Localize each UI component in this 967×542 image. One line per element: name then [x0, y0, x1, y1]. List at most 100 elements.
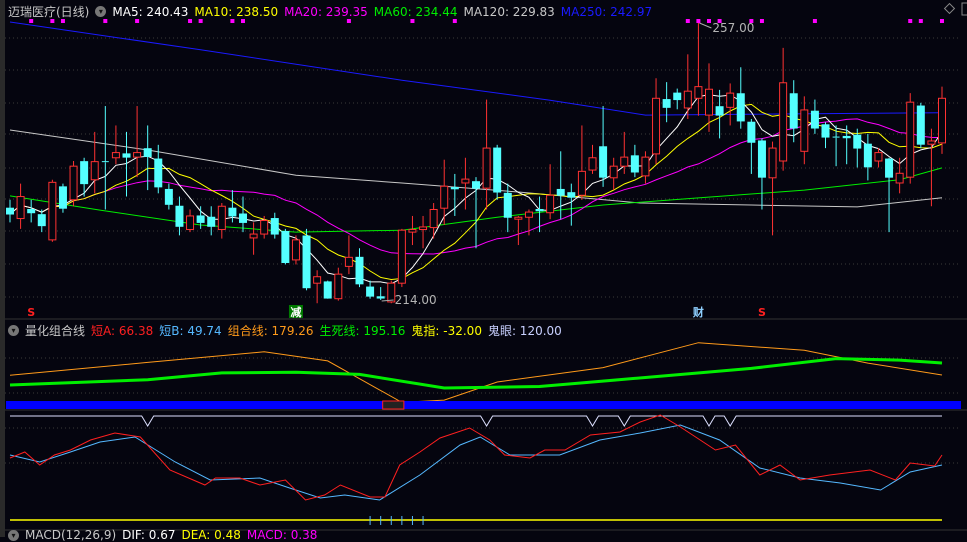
- ma60-line: [9, 167, 943, 233]
- candle-body: [789, 93, 798, 129]
- candle-body: [694, 86, 703, 99]
- candle-body: [683, 90, 692, 109]
- candle-body: [874, 152, 883, 162]
- ma20-label: MA20: 239.35: [284, 4, 368, 19]
- candle-body: [186, 215, 195, 231]
- candle: [344, 235, 353, 275]
- ma10-label: MA10: 238.50: [194, 4, 279, 19]
- candle-body: [705, 88, 713, 116]
- candle: [736, 67, 745, 129]
- candle: [768, 141, 777, 236]
- candle-body: [6, 207, 14, 215]
- candle-body: [938, 97, 946, 144]
- life-death-line: [9, 357, 943, 390]
- candle: [27, 199, 36, 223]
- candle: [524, 209, 533, 236]
- candle: [154, 144, 163, 194]
- candle-body: [863, 143, 872, 168]
- candle: [609, 157, 618, 191]
- candle-body: [577, 170, 586, 196]
- candle-body: [249, 233, 258, 239]
- candle-body: [609, 165, 618, 179]
- signal-dot: [230, 19, 235, 23]
- ma250-label: MA250: 242.97: [560, 4, 653, 19]
- candle: [493, 144, 502, 200]
- candle: [705, 63, 713, 132]
- candle: [715, 89, 724, 139]
- candle: [726, 83, 735, 126]
- signal-dot: [908, 19, 913, 23]
- candle-body: [37, 214, 46, 227]
- candle: [599, 106, 608, 187]
- main-chart-header: 迈瑞医疗(日线) ▾ MA5: 240.43 MA10: 238.50 MA20…: [8, 3, 652, 20]
- stock-title: 迈瑞医疗(日线): [8, 5, 90, 19]
- ma60-label: MA60: 234.44: [373, 4, 458, 19]
- indicator-header: ▾ 量化组合线 短A: 66.38 短B: 49.74 组合线: 179.26 …: [8, 322, 562, 339]
- dif-label: DIF: 0.67: [122, 528, 176, 542]
- candle-body: [355, 256, 364, 285]
- window-icon[interactable]: [961, 2, 967, 16]
- candle-body: [344, 256, 353, 267]
- candle-body: [652, 97, 661, 155]
- candle: [503, 183, 512, 233]
- candle-body: [885, 158, 894, 178]
- short-b-label: 短B: 49.74: [159, 324, 222, 338]
- candle: [366, 280, 375, 299]
- candle-body: [69, 165, 78, 201]
- chevron-down-icon[interactable]: ▾: [95, 6, 107, 17]
- candle-body: [111, 152, 120, 159]
- candle: [164, 183, 173, 210]
- candle-body: [154, 158, 163, 188]
- candle: [429, 203, 438, 239]
- indicator-title: 量化组合线: [25, 324, 86, 338]
- low-price-label: 214.00: [395, 293, 437, 307]
- candle: [260, 215, 269, 239]
- candle: [630, 144, 639, 178]
- diamond-icon[interactable]: [943, 2, 956, 15]
- candle: [916, 102, 925, 149]
- candle: [376, 287, 385, 300]
- signal-dot: [759, 19, 764, 23]
- candle-body: [514, 216, 523, 220]
- candle-body: [217, 205, 226, 231]
- ghost-eye-label: 鬼眼: 120.00: [487, 324, 562, 338]
- candle: [652, 78, 661, 165]
- candle-body: [641, 156, 650, 177]
- candle-body: [260, 219, 269, 235]
- candle-body: [366, 286, 375, 297]
- candle: [101, 106, 109, 210]
- blue-band: [6, 401, 961, 409]
- candle-body: [58, 186, 67, 209]
- short-a-line: [9, 414, 943, 501]
- candle-body: [503, 192, 512, 218]
- chevron-down-icon[interactable]: ▾: [8, 529, 19, 541]
- candle-body: [122, 153, 131, 158]
- candle: [133, 106, 142, 178]
- candle: [419, 215, 428, 249]
- candle-body: [556, 188, 565, 196]
- signal-dot: [50, 19, 55, 23]
- chevron-down-icon[interactable]: ▾: [8, 325, 19, 336]
- signal-dot: [188, 19, 193, 23]
- candle-body: [429, 208, 438, 229]
- candle-body: [175, 205, 184, 227]
- signal-dot: [452, 19, 457, 23]
- candle-body: [270, 218, 279, 235]
- candle: [683, 54, 692, 119]
- candle: [207, 206, 216, 236]
- candle: [111, 125, 120, 165]
- signal-dot: [29, 19, 34, 23]
- candle: [546, 164, 555, 220]
- candle-body: [842, 135, 851, 139]
- candle-body: [662, 99, 671, 108]
- signal-dot: [103, 19, 108, 23]
- candle-body: [768, 147, 777, 179]
- candle-body: [800, 109, 809, 152]
- candle: [239, 196, 247, 233]
- signal-dot: [685, 19, 690, 23]
- signal-dot: [717, 19, 722, 23]
- candle: [281, 228, 290, 265]
- macd-value-label: MACD: 0.38: [246, 528, 318, 542]
- red-band-segment: [382, 400, 405, 410]
